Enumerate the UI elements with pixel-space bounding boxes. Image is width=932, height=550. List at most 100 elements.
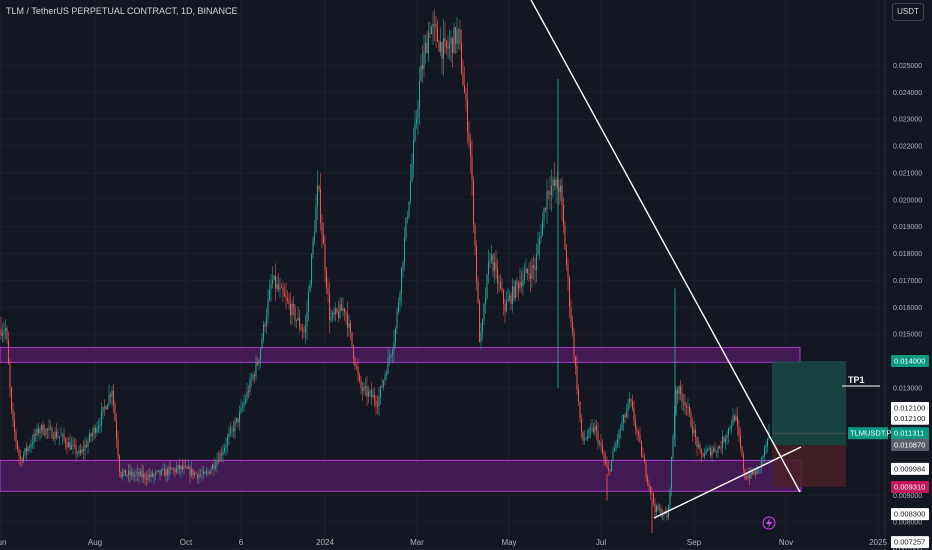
candle-body xyxy=(409,180,412,202)
candle-body xyxy=(426,42,428,54)
candle-body xyxy=(688,406,691,414)
candle-body xyxy=(237,418,239,423)
candle-body xyxy=(478,302,481,343)
candle-body xyxy=(712,448,715,452)
candle-body xyxy=(673,414,676,437)
candle-body xyxy=(267,299,269,317)
candle-body xyxy=(655,505,658,513)
candle-body xyxy=(567,265,569,279)
candle-body xyxy=(280,287,283,289)
chart-annotations: TP1 xyxy=(762,375,880,530)
candle-body xyxy=(327,288,329,295)
candle-body xyxy=(432,23,434,28)
candle-body xyxy=(700,450,703,453)
candle-body xyxy=(456,30,458,44)
candle-body xyxy=(190,468,193,476)
candle-body xyxy=(454,27,457,44)
candle-body xyxy=(349,323,352,333)
candle-body xyxy=(676,389,679,394)
tp1-label: TP1 xyxy=(848,375,865,385)
currency-button[interactable]: USDT xyxy=(892,3,924,21)
candle-body xyxy=(766,438,769,447)
candle-body xyxy=(105,406,107,410)
candle-body xyxy=(630,399,632,402)
candle-body xyxy=(763,447,766,456)
candle-body xyxy=(442,38,445,59)
candle-body xyxy=(444,38,446,42)
candle-body xyxy=(67,441,70,448)
candle-body xyxy=(666,513,668,518)
candle-body xyxy=(754,471,757,475)
candle-body xyxy=(550,185,553,195)
candle-body xyxy=(252,375,254,380)
price-tag-value: 0.009310 xyxy=(894,482,925,491)
candle-body xyxy=(124,469,127,476)
candle-body xyxy=(172,469,175,470)
candle-body xyxy=(213,464,215,469)
price-axis: 0.025000 0.024000 0.023000 0.022000 0.021000… xyxy=(884,0,922,550)
candle-body xyxy=(348,323,350,328)
candle-body xyxy=(25,448,28,452)
candle-body xyxy=(540,235,542,239)
candle-body xyxy=(64,439,67,445)
candle-body xyxy=(408,201,410,218)
candle-body xyxy=(730,425,733,428)
candle-body xyxy=(294,307,296,321)
candle-body xyxy=(102,406,104,412)
candle-body xyxy=(271,279,274,285)
candle-body xyxy=(30,444,32,448)
candle-body xyxy=(561,185,563,205)
candle-body xyxy=(577,389,580,402)
candle-body xyxy=(396,311,398,329)
candle-body xyxy=(217,460,220,462)
candle-body xyxy=(186,466,188,469)
candle-body xyxy=(96,428,98,434)
candle-body xyxy=(69,441,71,450)
candle-body xyxy=(42,424,44,434)
candle-body xyxy=(414,123,416,141)
candle-body xyxy=(529,274,532,279)
candle-body xyxy=(568,278,571,307)
candle-body xyxy=(654,503,656,513)
candle-body xyxy=(537,244,539,255)
candle-body xyxy=(19,456,22,459)
descending-trendline xyxy=(530,0,801,493)
candle-body xyxy=(571,321,574,333)
candle-body xyxy=(717,446,719,453)
candle-body xyxy=(727,428,730,436)
candle-body xyxy=(106,404,109,410)
candle-body xyxy=(547,191,550,193)
price-tag-value: 0.010870 xyxy=(894,441,925,450)
candle-body xyxy=(145,478,148,480)
candle-body xyxy=(411,164,413,181)
candle-body xyxy=(36,428,38,436)
candle-body xyxy=(559,185,562,192)
candle-body xyxy=(588,429,590,437)
candle-body xyxy=(340,304,343,311)
price-tick-label: 0.022000 xyxy=(893,144,922,151)
candle-body xyxy=(685,405,688,408)
price-tick-label: 0.008000 xyxy=(893,520,922,527)
price-tick-label: 0.025000 xyxy=(893,63,922,70)
candle-body xyxy=(328,294,331,321)
candle-body xyxy=(330,318,332,321)
candle-body xyxy=(513,286,515,299)
candle-body xyxy=(220,453,223,456)
candle-body xyxy=(111,390,113,397)
price-tag xyxy=(891,401,929,414)
candle-body xyxy=(216,460,218,466)
time-tick-label: Oct xyxy=(180,538,193,547)
candle-body xyxy=(43,433,46,435)
candle-body xyxy=(466,99,469,133)
price-tick-label: 0.024000 xyxy=(893,90,922,97)
candle-body xyxy=(361,388,364,391)
candle-body xyxy=(208,471,211,474)
candle-body xyxy=(549,192,551,195)
candle-body xyxy=(376,405,379,407)
candle-body xyxy=(711,451,713,456)
candle-body xyxy=(66,444,68,448)
candle-body xyxy=(486,274,488,298)
candle-body xyxy=(541,219,544,236)
candle-body xyxy=(487,261,490,275)
